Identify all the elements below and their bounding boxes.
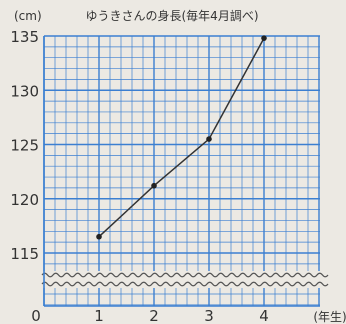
y-tick-label: 115 xyxy=(10,245,39,263)
axis-break-wave xyxy=(41,272,329,278)
data-series xyxy=(96,35,267,240)
chart-title: ゆうきさんの身長(毎年4月調べ) xyxy=(86,8,259,23)
x-tick-label: 3 xyxy=(204,307,214,324)
axis-break xyxy=(41,271,329,288)
data-point xyxy=(206,136,212,142)
major-grid xyxy=(43,35,320,307)
unit-label: (cm) xyxy=(14,9,42,23)
series-line xyxy=(98,37,265,238)
y-tick-label: 125 xyxy=(10,137,39,155)
x-tick-label: 2 xyxy=(149,307,159,324)
data-point xyxy=(96,233,102,240)
x-tick-label: 0 xyxy=(31,307,41,324)
axis-labels: 115 120 125 130 135 0 1 2 3 4 xyxy=(10,28,268,324)
minor-grid xyxy=(44,36,320,306)
y-tick-label: 130 xyxy=(10,82,39,100)
x-tick-label: 1 xyxy=(94,307,104,324)
y-tick-label: 135 xyxy=(10,28,39,46)
data-point xyxy=(261,35,267,41)
x-axis-label: (年生) xyxy=(313,310,346,324)
axis-break-wave xyxy=(41,281,329,287)
y-tick-label: 120 xyxy=(10,191,39,209)
data-point xyxy=(151,182,157,189)
x-tick-label: 4 xyxy=(259,307,269,324)
